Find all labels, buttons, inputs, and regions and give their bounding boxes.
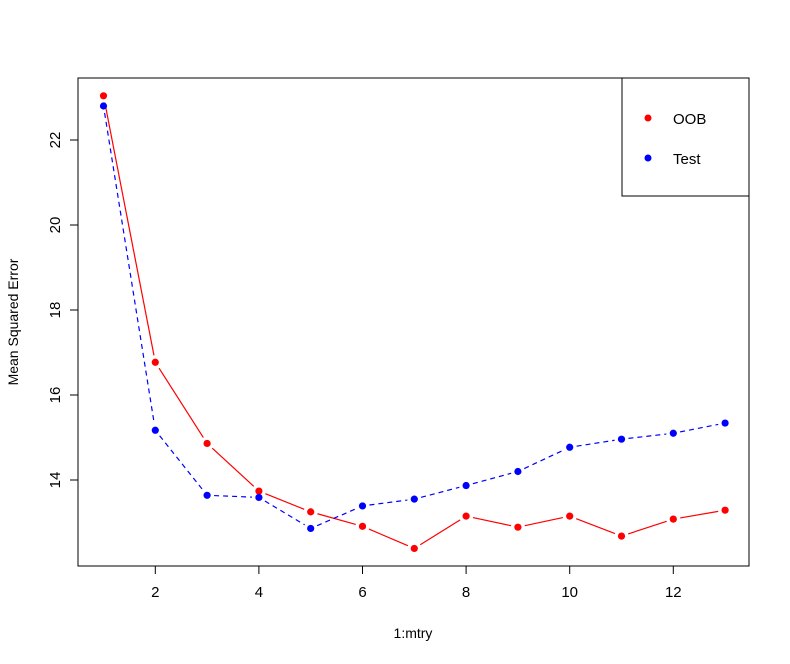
oob-line-segment [576,518,616,535]
oob-point [307,508,315,516]
y-axis-title: Mean Squared Error [5,258,21,385]
y-axis: 14 16 18 20 22 [47,132,78,489]
legend-oob-label: OOB [673,111,706,128]
test-point [721,419,729,427]
test-point [203,491,211,499]
oob-point [151,358,159,366]
test-line-segment [472,472,512,485]
oob-line-segment [524,516,563,527]
test-point [151,426,159,434]
oob-point [410,544,418,553]
test-line-segment [680,423,719,433]
oob-point [669,515,677,523]
oob-point [617,532,626,540]
y-tick-label: 20 [47,217,64,234]
oob-point [358,522,367,530]
oob-point [514,523,522,531]
x-tick-label: 6 [358,584,366,601]
oob-line-segment [472,516,512,527]
test-line-segment [264,500,306,526]
y-tick-label: 16 [47,387,64,404]
oob-point [566,512,574,520]
test-point [255,493,263,502]
oob-point [203,439,211,448]
test-point [566,443,574,451]
test-point [669,429,677,437]
oob-point [99,92,108,100]
legend-test-label: Test [673,151,701,168]
x-axis-title: 1:mtry [394,625,433,641]
y-tick-label: 14 [47,472,64,489]
test-point [99,102,108,110]
oob-point [255,487,263,495]
y-tick-label: 22 [47,132,64,149]
test-point [358,502,367,510]
plot-frame [77,77,750,567]
test-line-segment [576,439,615,447]
oob-line-segment [265,493,305,510]
test-point [617,435,626,443]
oob-line-segment [211,447,255,487]
oob-line-segment [680,510,719,519]
legend-test-marker-icon [644,154,652,162]
oob-line-segment [627,520,667,535]
x-tick-label: 12 [665,584,682,601]
oob-line-segment [317,513,356,526]
legend: OOB Test [621,77,750,197]
test-point [410,495,418,503]
test-line-segment [214,494,252,498]
test-line-segment [523,449,564,470]
oob-line-segment [104,102,155,356]
oob-point [462,512,470,520]
x-tick-label: 8 [462,584,470,601]
legend-oob-marker-icon [644,114,652,122]
series-layer [99,92,729,553]
test-point [462,481,470,490]
test-point [514,467,522,476]
test-line-segment [159,435,204,491]
x-tick-label: 4 [255,584,263,601]
legend-box [621,77,750,197]
x-axis: 2 4 6 8 10 12 [151,566,682,601]
test-line-segment [104,112,155,424]
test-line-segment [316,508,357,527]
x-tick-label: 2 [151,584,159,601]
x-tick-label: 10 [561,584,578,601]
test-line-segment [420,486,460,498]
oob-line-segment [368,528,409,547]
oob-line-segment [419,519,461,546]
test-line-segment [369,499,408,506]
y-tick-label: 18 [47,302,64,319]
oob-line-segment [158,367,204,438]
test-line-segment [628,433,667,439]
oob-point [721,506,729,514]
test-point [307,524,315,533]
